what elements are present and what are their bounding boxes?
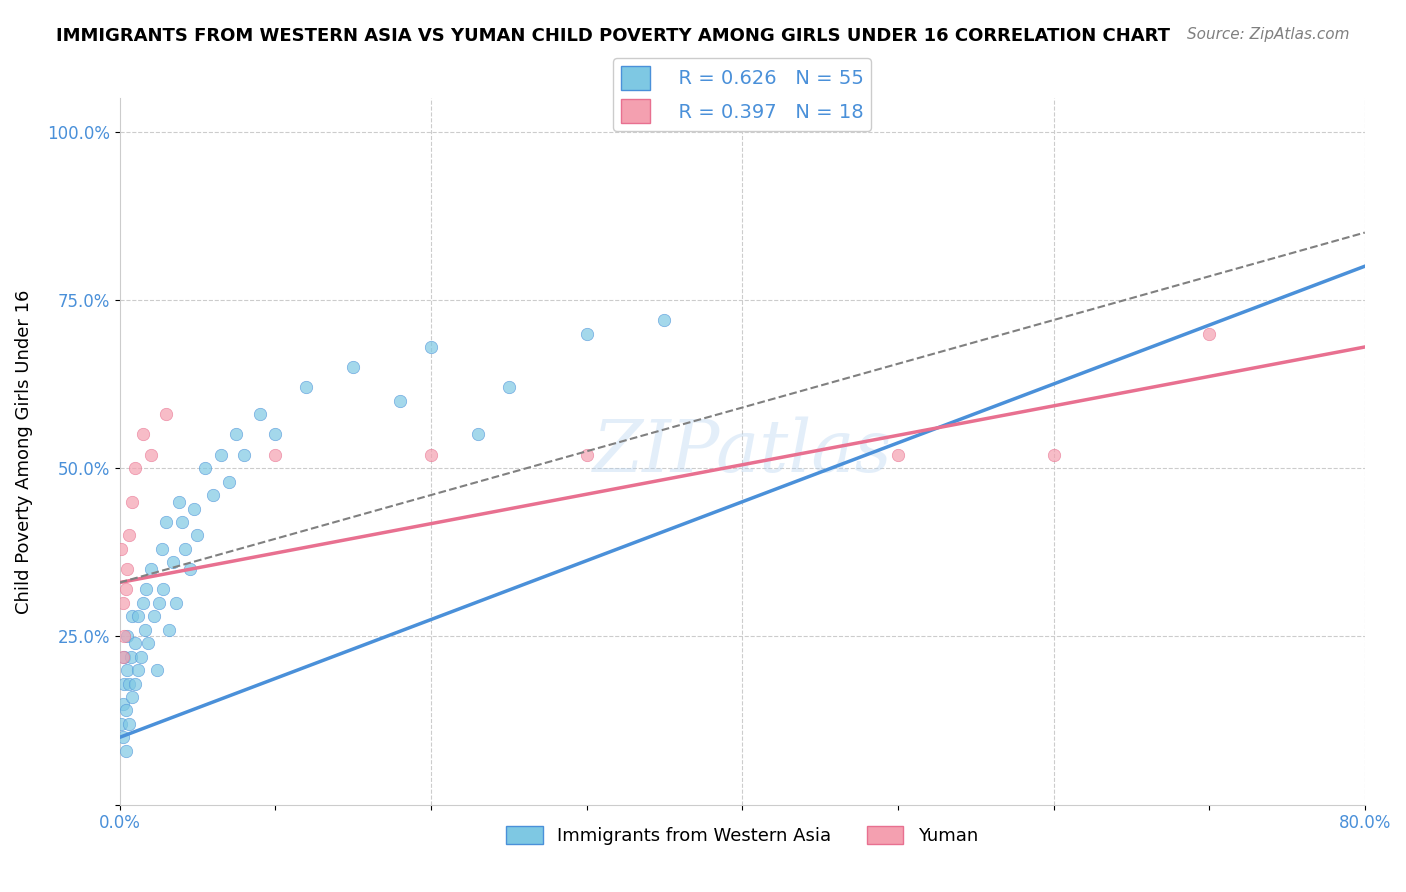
Point <box>111 731 134 745</box>
Text: Source: ZipAtlas.com: Source: ZipAtlas.com <box>1187 27 1350 42</box>
Point <box>157 623 180 637</box>
Point <box>467 427 489 442</box>
Point <box>115 744 138 758</box>
Point <box>162 555 184 569</box>
Point <box>112 649 135 664</box>
Point <box>419 340 441 354</box>
Point <box>117 629 139 643</box>
Point <box>201 488 224 502</box>
Point <box>388 393 411 408</box>
Point <box>115 703 138 717</box>
Point <box>136 636 159 650</box>
Point <box>142 609 165 624</box>
Point <box>118 717 141 731</box>
Point <box>132 427 155 442</box>
Point <box>115 582 138 597</box>
Point <box>111 596 134 610</box>
Point <box>121 690 143 704</box>
Point <box>249 407 271 421</box>
Point <box>295 380 318 394</box>
Point <box>225 427 247 442</box>
Point <box>121 495 143 509</box>
Point <box>152 582 174 597</box>
Point <box>179 562 201 576</box>
Point <box>342 360 364 375</box>
Point <box>124 461 146 475</box>
Point <box>111 649 134 664</box>
Point <box>1042 448 1064 462</box>
Point <box>150 541 173 556</box>
Point <box>135 582 157 597</box>
Legend:   R = 0.626   N = 55,   R = 0.397   N = 18: R = 0.626 N = 55, R = 0.397 N = 18 <box>613 58 872 131</box>
Point <box>887 448 910 462</box>
Point <box>117 562 139 576</box>
Point <box>165 596 187 610</box>
Point <box>139 448 162 462</box>
Point <box>127 609 149 624</box>
Point <box>118 528 141 542</box>
Y-axis label: Child Poverty Among Girls Under 16: Child Poverty Among Girls Under 16 <box>15 289 32 614</box>
Point <box>575 448 598 462</box>
Point <box>120 649 142 664</box>
Point <box>146 663 169 677</box>
Point <box>112 676 135 690</box>
Point <box>186 528 208 542</box>
Point <box>174 541 197 556</box>
Text: ZIPatlas: ZIPatlas <box>592 416 891 486</box>
Point <box>419 448 441 462</box>
Point <box>233 448 256 462</box>
Point <box>218 475 240 489</box>
Point <box>111 697 134 711</box>
Point <box>112 629 135 643</box>
Point <box>118 676 141 690</box>
Point <box>1198 326 1220 341</box>
Point <box>194 461 217 475</box>
Point <box>117 663 139 677</box>
Point <box>148 596 170 610</box>
Point <box>124 676 146 690</box>
Point <box>132 596 155 610</box>
Point <box>121 609 143 624</box>
Point <box>124 636 146 650</box>
Point <box>155 407 177 421</box>
Point <box>127 663 149 677</box>
Point <box>575 326 598 341</box>
Point <box>654 313 676 327</box>
Point <box>139 562 162 576</box>
Text: IMMIGRANTS FROM WESTERN ASIA VS YUMAN CHILD POVERTY AMONG GIRLS UNDER 16 CORRELA: IMMIGRANTS FROM WESTERN ASIA VS YUMAN CH… <box>56 27 1170 45</box>
Point <box>183 501 205 516</box>
Point <box>131 649 153 664</box>
Point <box>167 495 190 509</box>
Point <box>134 623 156 637</box>
Point <box>110 541 132 556</box>
Point <box>209 448 232 462</box>
Point <box>264 448 287 462</box>
Point <box>498 380 520 394</box>
Point <box>264 427 287 442</box>
Point <box>170 515 193 529</box>
Point <box>155 515 177 529</box>
Point <box>110 717 132 731</box>
